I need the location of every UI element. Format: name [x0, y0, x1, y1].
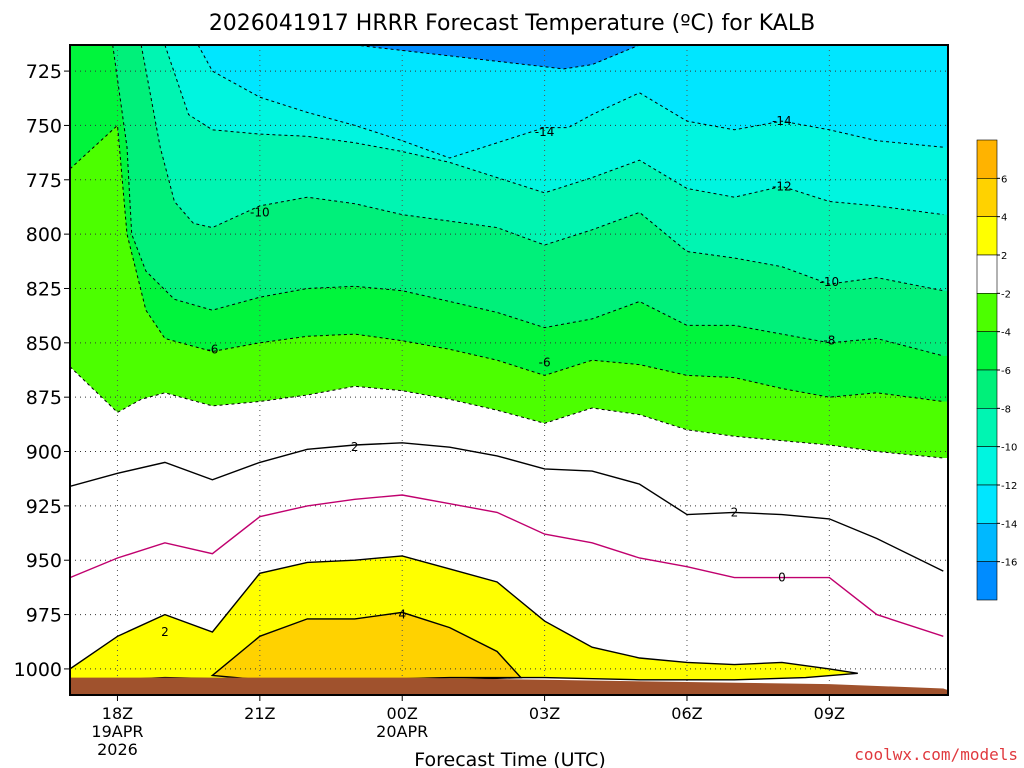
plot-frame [69, 44, 949, 696]
y-tick-label: 1000 [14, 659, 62, 681]
contour-label: 4 [398, 608, 406, 622]
y-tick-label: 900 [26, 442, 62, 464]
colorbar-label: -4 [1001, 328, 1011, 339]
y-tick-label: 775 [26, 170, 62, 192]
y-tick-label: 850 [26, 333, 62, 355]
contour-label: -6 [539, 355, 551, 369]
contour-label: -14 [535, 125, 555, 139]
x-tick-year: 2026 [97, 740, 138, 759]
grid-layer [70, 45, 948, 695]
contour-layer [70, 45, 944, 683]
contour-line-2 [70, 442, 944, 572]
y-tick-label: 925 [26, 496, 62, 518]
ground-terrain [70, 677, 948, 695]
contour-label: 0 [778, 571, 786, 585]
colorbar-label: -16 [1001, 558, 1017, 569]
fill-band-warm-4-6 [212, 612, 521, 680]
y-tick-label: 750 [26, 115, 62, 137]
colorbar-swatch [976, 216, 998, 256]
colorbar-label: -10 [1001, 443, 1017, 454]
colorbar-label: -12 [1001, 481, 1017, 492]
colorbar-label: 6 [1001, 174, 1007, 185]
colorbar-label: -6 [1001, 366, 1011, 377]
contour-line--8 [140, 45, 944, 292]
x-tick-label: 06Z [671, 704, 702, 723]
contour-label: -14 [772, 114, 792, 128]
colorbar-swatch [976, 446, 998, 486]
site-credit: coolwx.com/models [854, 745, 1018, 764]
chart-title: 2026041917 HRRR Forecast Temperature (ºC… [209, 11, 815, 36]
x-axis-title: Forecast Time (UTC) [414, 749, 605, 768]
contour-label: 2 [351, 440, 359, 454]
contour-labels-layer: -14 -14 -12 -10 -10 -8 -6 -6 2 2 0 2 4 [161, 114, 840, 639]
contour-label: -6 [206, 342, 218, 356]
colorbar-label: -14 [1001, 519, 1017, 530]
contour-line-0 [70, 494, 944, 637]
x-tick-date: 19APR [91, 722, 143, 741]
y-tick-label: 800 [26, 224, 62, 246]
colorbar-swatch [976, 484, 998, 524]
plot-area: -14 -14 -12 -10 -10 -8 -6 -6 2 2 0 2 4 [69, 44, 949, 696]
colorbar-label: 4 [1001, 213, 1007, 224]
contour-line--14 [354, 45, 640, 70]
contour-label: -8 [823, 334, 835, 348]
contour-label: -10 [250, 205, 270, 219]
x-tick-label: 09Z [814, 704, 845, 723]
x-tick-label: 00Z [387, 704, 418, 723]
contour-line--10 [164, 45, 944, 216]
colorbar-swatch [976, 293, 998, 332]
contour-label: -12 [772, 179, 792, 193]
contour-line--2 [70, 366, 944, 459]
x-tick-label: 03Z [529, 704, 560, 723]
contour-label: 2 [731, 505, 739, 519]
colorbar-label: 2 [1001, 251, 1007, 262]
colorbar-swatch [976, 561, 998, 601]
contour-label: -10 [820, 275, 840, 289]
colorbar-swatch [976, 139, 998, 179]
y-tick-label: 825 [26, 278, 62, 300]
colorbar-label: -8 [1001, 404, 1011, 415]
x-tick-label: 18Z [102, 704, 133, 723]
y-axis: 725 750 775 800 825 850 875 900 925 950 975 1000 [14, 61, 70, 681]
colorbar-swatch [976, 331, 998, 371]
colorbar-swatch [976, 369, 998, 409]
y-tick-label: 725 [26, 61, 62, 83]
colorbar-swatch [976, 523, 998, 562]
y-tick-label: 875 [26, 387, 62, 409]
x-tick-label: 21Z [244, 704, 275, 723]
colorbar-swatch [976, 254, 998, 294]
colorbar-swatch [976, 178, 998, 217]
colorbar: 6 4 2 -2 -4 -6 -8 -10 -12 -14 -16 [976, 139, 1017, 601]
y-tick-label: 975 [26, 605, 62, 627]
colorbar-label: -2 [1001, 289, 1011, 300]
contour-label: 2 [161, 625, 169, 639]
y-tick-label: 950 [26, 550, 62, 572]
x-tick-date: 20APR [376, 722, 428, 741]
colorbar-swatch [976, 408, 998, 447]
temperature-fill-layer [70, 45, 948, 695]
